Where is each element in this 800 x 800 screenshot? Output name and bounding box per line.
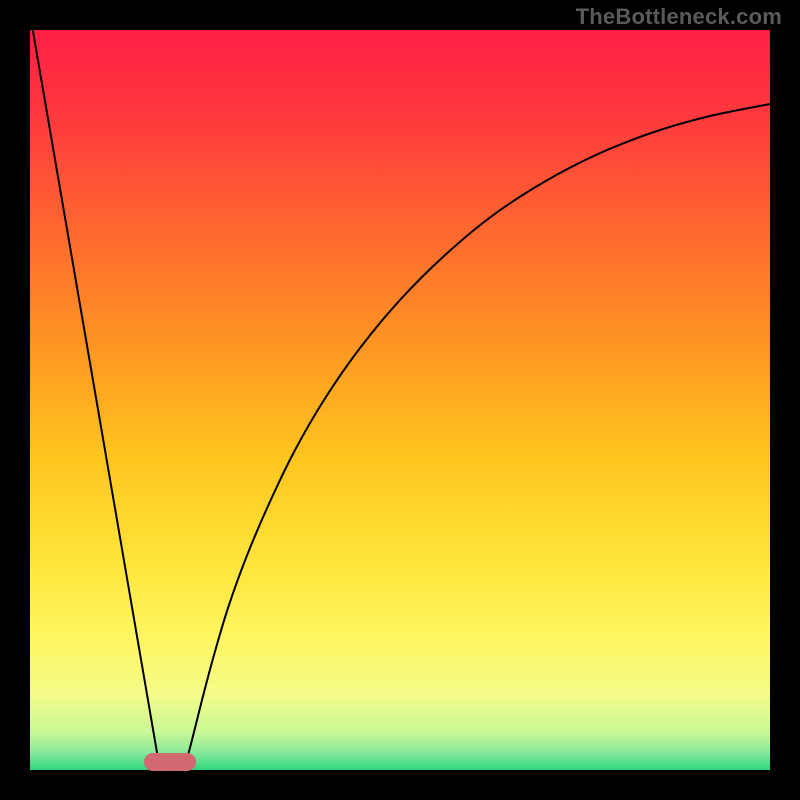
plot-area	[30, 30, 770, 770]
min-marker	[144, 753, 196, 771]
chart-frame: TheBottleneck.com	[0, 0, 800, 800]
watermark-text: TheBottleneck.com	[576, 4, 782, 30]
